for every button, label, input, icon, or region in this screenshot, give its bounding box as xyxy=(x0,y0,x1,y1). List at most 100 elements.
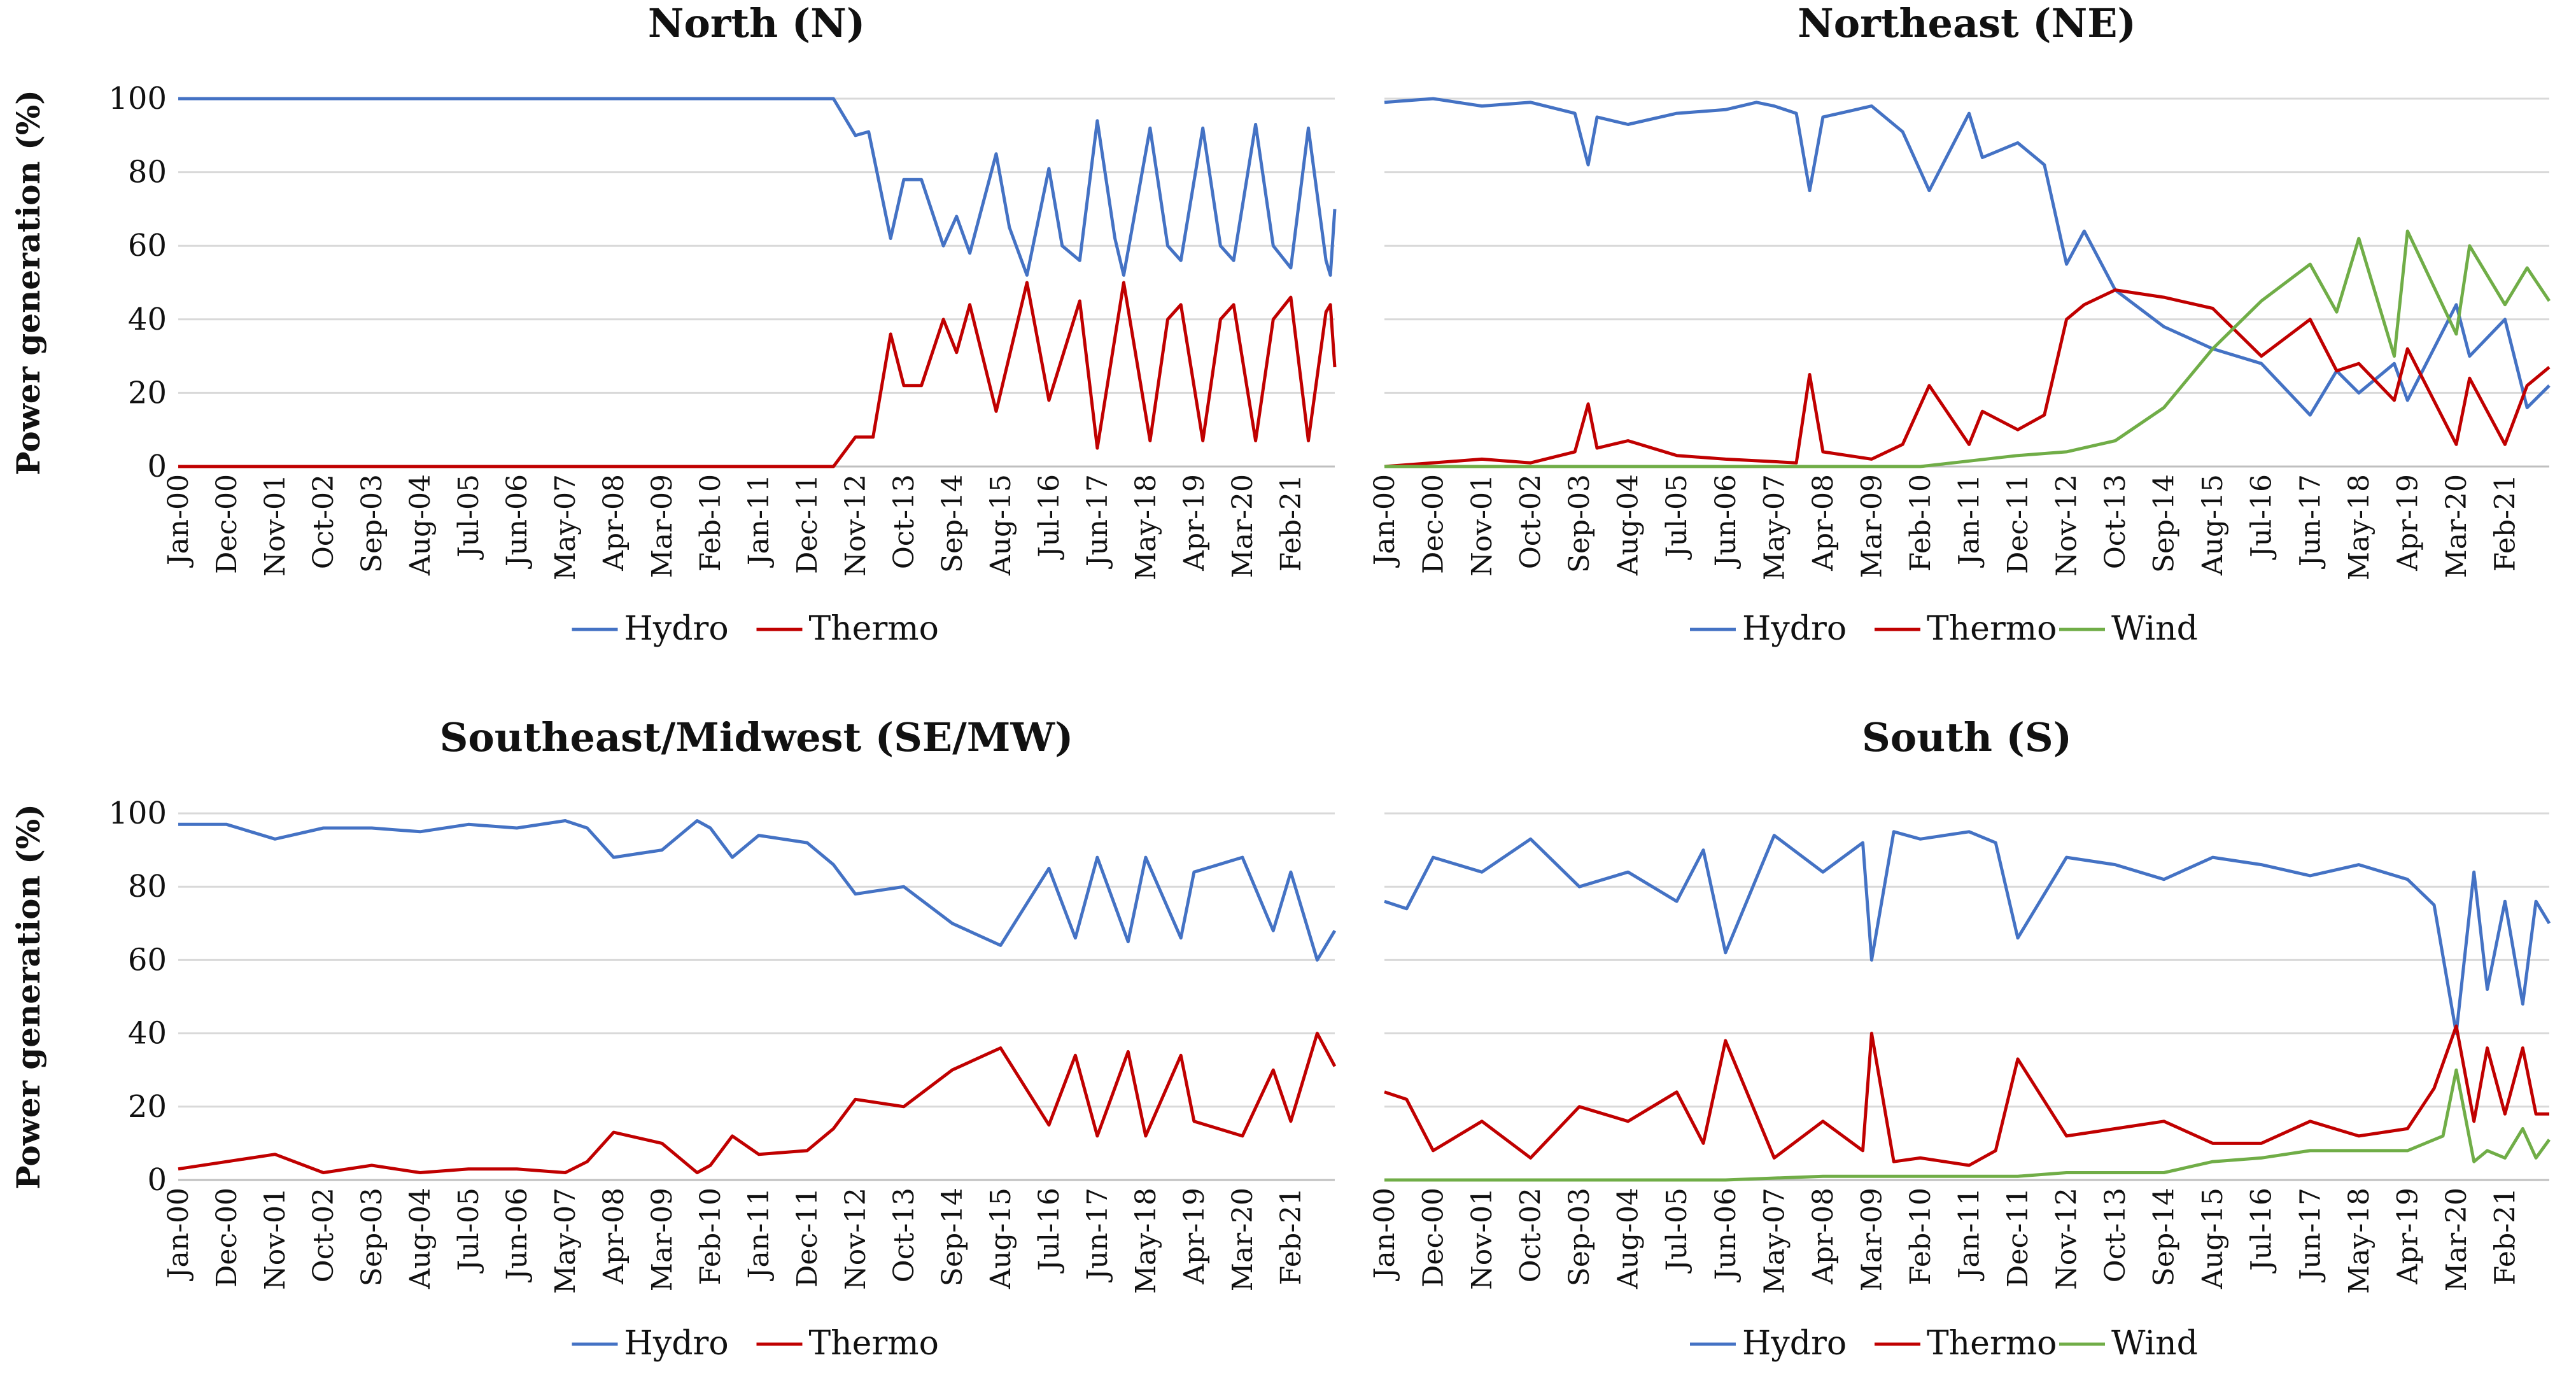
x-tick-label: Sep-03 xyxy=(1563,474,1596,573)
x-tick-label: Aug-15 xyxy=(2197,1188,2229,1289)
x-tick-label: Dec-00 xyxy=(1418,474,1450,574)
x-tick-label: Jul-05 xyxy=(453,1188,485,1274)
y-tick-label: 80 xyxy=(128,869,167,904)
x-tick-label: Aug-15 xyxy=(985,1188,1017,1289)
y-tick-label: 40 xyxy=(128,302,167,337)
x-tick-label: Apr-19 xyxy=(2391,474,2424,572)
legend-item-thermo: Thermo xyxy=(756,610,939,648)
y-tick-label: 80 xyxy=(128,155,167,190)
legend-label: Thermo xyxy=(809,610,939,648)
x-tick-label: Apr-19 xyxy=(2391,1188,2424,1285)
x-tick-label: Dec-00 xyxy=(1418,1188,1450,1288)
x-tick-label: Sep-03 xyxy=(356,474,388,573)
x-tick-label: Jul-05 xyxy=(1661,1188,1693,1274)
x-tick-label: Sep-14 xyxy=(936,1188,969,1286)
x-tick-label: May-18 xyxy=(1130,1188,1162,1294)
legend-label: Hydro xyxy=(1742,1324,1847,1363)
x-tick-label: Mar-20 xyxy=(1227,474,1259,578)
x-tick-label: Jun-06 xyxy=(1710,474,1742,569)
x-tick-label: Feb-10 xyxy=(1904,1188,1937,1285)
chart-title: South (S) xyxy=(1862,714,2072,761)
x-tick-label: May-07 xyxy=(549,1188,582,1294)
legend-label: Hydro xyxy=(1742,610,1847,648)
series-line-thermo xyxy=(178,281,1337,468)
y-tick-label: 20 xyxy=(128,375,167,411)
x-tick-label: May-18 xyxy=(1130,474,1162,580)
legend-label: Hydro xyxy=(624,610,729,648)
legend-label: Thermo xyxy=(1927,610,2057,648)
series-line-hydro xyxy=(178,819,1337,962)
x-tick-label: Jan-00 xyxy=(1369,1188,1401,1281)
x-tick-label: Jan-11 xyxy=(1953,474,1985,568)
y-axis-label: Power generation (%) xyxy=(10,90,47,475)
y-tick-label: 60 xyxy=(128,942,167,978)
x-tick-label: Sep-14 xyxy=(2148,474,2181,573)
x-tick-label: Jan-11 xyxy=(743,474,775,568)
x-tick-label: Dec-11 xyxy=(791,1188,824,1288)
legend-label: Thermo xyxy=(809,1324,939,1363)
x-tick-label: Apr-19 xyxy=(1178,1188,1211,1285)
x-tick-label: Feb-10 xyxy=(1904,474,1937,572)
chart-title: North (N) xyxy=(648,0,865,46)
x-tick-label: Apr-08 xyxy=(1807,474,1840,572)
chart-panel-4: South (S) Jan-00 Dec-00 Nov-01 Oct-02 Sep-03 A… xyxy=(1369,714,2551,1363)
chart-panel-3: Southeast/Midwest (SE/MW) 0 20 40 60 80 100 Pow… xyxy=(10,714,1337,1363)
chart-title: Northeast (NE) xyxy=(1798,0,2136,46)
x-tick-label: Nov-12 xyxy=(840,474,872,577)
x-tick-label: Jul-16 xyxy=(1033,474,1066,560)
x-tick-label: Oct-02 xyxy=(1515,474,1547,569)
x-tick-label: Jul-16 xyxy=(1033,1188,1066,1274)
legend-label: Wind xyxy=(2111,1324,2198,1363)
x-tick-label: Nov-12 xyxy=(2051,1188,2083,1290)
x-tick-label: May-18 xyxy=(2343,474,2375,580)
x-tick-label: Sep-14 xyxy=(936,474,969,573)
legend-item-wind: Wind xyxy=(2059,610,2198,648)
x-tick-label: Nov-12 xyxy=(2051,474,2083,577)
x-tick-label: Jan-00 xyxy=(162,474,195,568)
x-tick-label: Apr-08 xyxy=(1807,1188,1840,1285)
x-tick-label: Feb-10 xyxy=(694,1188,727,1285)
x-tick-label: Jun-17 xyxy=(1081,474,1114,569)
x-tick-label: Nov-12 xyxy=(840,1188,872,1290)
x-tick-label: Jan-00 xyxy=(1369,474,1401,568)
chart-panel-2: Northeast (NE) Jan-00 Dec-00 Nov-01 Oct-02 Se… xyxy=(1369,0,2551,648)
x-tick-label: Mar-20 xyxy=(2440,1188,2473,1291)
x-tick-label: Feb-21 xyxy=(2489,474,2521,572)
legend-label: Hydro xyxy=(624,1324,729,1363)
x-tick-label: Feb-21 xyxy=(2489,1188,2521,1285)
x-tick-label: Jun-17 xyxy=(2294,1188,2326,1282)
x-tick-label: May-07 xyxy=(1758,474,1791,580)
x-tick-label: Jul-05 xyxy=(453,474,485,560)
x-tick-label: Oct-13 xyxy=(888,474,920,569)
x-tick-label: Mar-09 xyxy=(646,474,679,578)
x-tick-label: May-07 xyxy=(1758,1188,1791,1294)
y-tick-label: 100 xyxy=(108,81,167,116)
y-tick-label: 60 xyxy=(128,228,167,263)
x-tick-label: Nov-01 xyxy=(1466,1188,1498,1290)
x-tick-label: May-18 xyxy=(2343,1188,2375,1294)
x-tick-label: Oct-13 xyxy=(2099,474,2132,569)
x-tick-label: Jun-17 xyxy=(2294,474,2326,569)
x-tick-label: Apr-08 xyxy=(598,1188,630,1285)
series-line-hydro xyxy=(1384,97,2551,417)
legend-item-hydro: Hydro xyxy=(572,610,729,648)
x-tick-label: Dec-11 xyxy=(2002,474,2034,574)
x-tick-label: Sep-03 xyxy=(1563,1188,1596,1286)
x-tick-label: Feb-21 xyxy=(1275,1188,1307,1285)
x-tick-label: Jun-06 xyxy=(1710,1188,1742,1282)
x-tick-label: May-07 xyxy=(549,474,582,580)
x-tick-label: Oct-02 xyxy=(1515,1188,1547,1282)
legend-label: Thermo xyxy=(1927,1324,2057,1363)
x-tick-label: Mar-09 xyxy=(646,1188,679,1291)
series-line-thermo xyxy=(1384,1024,2549,1167)
y-tick-label: 40 xyxy=(128,1016,167,1051)
legend-item-hydro: Hydro xyxy=(1690,1324,1847,1363)
series-line-wind xyxy=(1384,1068,2551,1182)
x-tick-label: Oct-13 xyxy=(2099,1188,2132,1282)
x-tick-label: Dec-00 xyxy=(211,474,243,574)
x-tick-label: Dec-11 xyxy=(2002,1188,2034,1288)
legend-item-hydro: Hydro xyxy=(572,1324,729,1363)
legend-item-thermo: Thermo xyxy=(1875,610,2057,648)
legend-item-thermo: Thermo xyxy=(1875,1324,2057,1363)
y-axis-label: Power generation (%) xyxy=(10,804,47,1190)
